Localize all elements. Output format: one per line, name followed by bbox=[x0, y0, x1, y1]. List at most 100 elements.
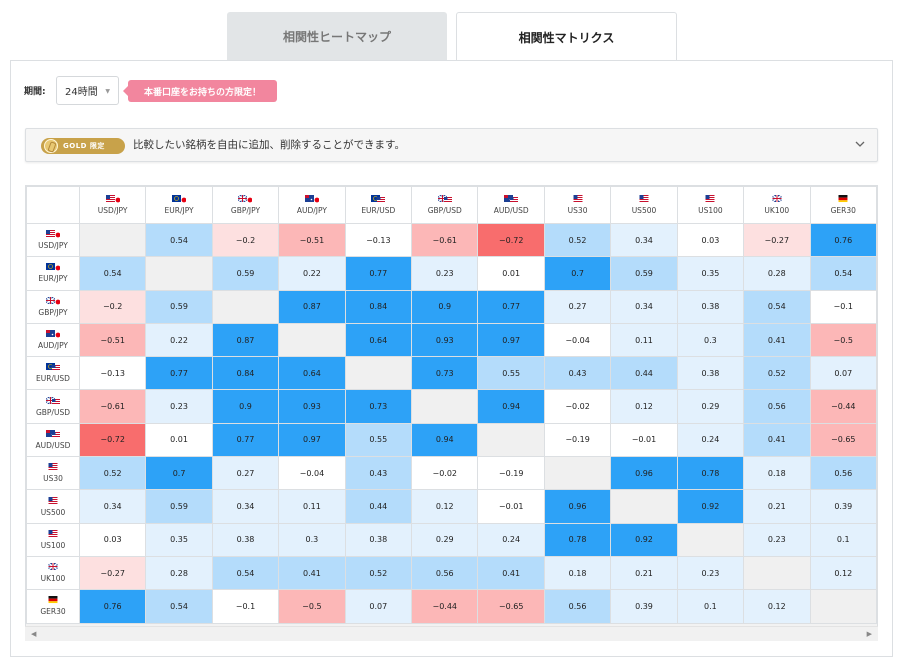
row-header[interactable]: EUR/JPY bbox=[26, 256, 80, 291]
matrix-cell[interactable]: −0.02 bbox=[411, 456, 479, 491]
row-header[interactable]: GBP/JPY bbox=[26, 289, 80, 324]
matrix-cell[interactable]: 0.56 bbox=[411, 555, 479, 591]
matrix-cell[interactable]: −0.65 bbox=[477, 589, 545, 624]
matrix-cell[interactable]: 0.03 bbox=[676, 222, 745, 258]
matrix-cell[interactable]: 0.12 bbox=[411, 489, 479, 524]
matrix-cell[interactable]: 0.76 bbox=[809, 222, 877, 258]
matrix-cell[interactable]: 0.64 bbox=[278, 356, 346, 391]
matrix-cell[interactable]: 0.54 bbox=[145, 222, 213, 258]
row-header[interactable]: EUR/USD bbox=[26, 356, 80, 391]
matrix-cell[interactable]: −0.04 bbox=[278, 456, 346, 491]
matrix-cell-diagonal[interactable] bbox=[610, 489, 678, 524]
matrix-cell[interactable]: 0.28 bbox=[743, 256, 811, 291]
matrix-cell[interactable]: 0.35 bbox=[145, 522, 213, 557]
matrix-cell[interactable]: 0.93 bbox=[411, 322, 479, 358]
matrix-cell[interactable]: 0.21 bbox=[743, 489, 811, 524]
row-header[interactable]: USD/JPY bbox=[26, 222, 80, 258]
matrix-cell[interactable]: −0.2 bbox=[78, 289, 147, 324]
matrix-cell[interactable]: 0.21 bbox=[610, 555, 678, 591]
column-header[interactable]: GBP/USD bbox=[411, 186, 479, 224]
row-header[interactable]: AUD/JPY bbox=[26, 322, 80, 358]
matrix-cell-diagonal[interactable] bbox=[278, 322, 346, 358]
matrix-cell[interactable]: 0.12 bbox=[743, 589, 811, 624]
matrix-cell[interactable]: 0.23 bbox=[676, 555, 745, 591]
matrix-cell[interactable]: −0.2 bbox=[211, 222, 280, 258]
matrix-cell[interactable]: −0.1 bbox=[211, 589, 280, 624]
matrix-cell[interactable]: −0.04 bbox=[543, 322, 612, 358]
gold-feature-bar[interactable]: GOLD 限定 比較したい銘柄を自由に追加、削除することができます。 bbox=[25, 128, 878, 162]
matrix-cell[interactable]: 0.38 bbox=[211, 522, 280, 557]
matrix-cell[interactable]: 0.34 bbox=[610, 289, 678, 324]
matrix-cell[interactable]: −0.1 bbox=[809, 289, 877, 324]
matrix-cell[interactable]: 0.52 bbox=[78, 456, 147, 491]
matrix-cell[interactable]: 0.07 bbox=[809, 356, 877, 391]
matrix-cell[interactable]: 0.59 bbox=[610, 256, 678, 291]
matrix-cell[interactable]: 0.34 bbox=[610, 222, 678, 258]
row-header[interactable]: US30 bbox=[26, 456, 80, 491]
matrix-cell[interactable]: −0.51 bbox=[78, 322, 147, 358]
matrix-cell[interactable]: 0.54 bbox=[145, 589, 213, 624]
row-header[interactable]: AUD/USD bbox=[26, 422, 80, 458]
matrix-cell-diagonal[interactable] bbox=[676, 522, 745, 557]
matrix-cell[interactable]: 0.9 bbox=[211, 389, 280, 424]
matrix-cell[interactable]: 0.55 bbox=[344, 422, 413, 458]
matrix-cell[interactable]: 0.54 bbox=[743, 289, 811, 324]
matrix-cell[interactable]: 0.56 bbox=[543, 589, 612, 624]
column-header[interactable]: US30 bbox=[543, 186, 612, 224]
tab-correlation-matrix[interactable]: 相関性マトリクス bbox=[456, 12, 677, 62]
matrix-cell[interactable]: 0.41 bbox=[278, 555, 346, 591]
matrix-cell[interactable]: 0.77 bbox=[477, 289, 545, 324]
matrix-cell[interactable]: 0.92 bbox=[676, 489, 745, 524]
matrix-cell[interactable]: −0.51 bbox=[278, 222, 346, 258]
matrix-cell[interactable]: −0.27 bbox=[743, 222, 811, 258]
matrix-cell[interactable]: −0.61 bbox=[411, 222, 479, 258]
matrix-cell[interactable]: 0.76 bbox=[78, 589, 147, 624]
matrix-cell[interactable]: 0.28 bbox=[145, 555, 213, 591]
matrix-cell[interactable]: 0.39 bbox=[610, 589, 678, 624]
row-header[interactable]: GER30 bbox=[26, 589, 80, 624]
scroll-right-icon[interactable]: ▶ bbox=[866, 630, 872, 638]
column-header[interactable]: USD/JPY bbox=[78, 186, 147, 224]
matrix-cell[interactable]: −0.19 bbox=[477, 456, 545, 491]
column-header[interactable]: US500 bbox=[610, 186, 678, 224]
matrix-cell[interactable]: 0.23 bbox=[743, 522, 811, 557]
matrix-cell[interactable]: 0.39 bbox=[809, 489, 877, 524]
matrix-cell[interactable]: 0.93 bbox=[278, 389, 346, 424]
matrix-cell[interactable]: 0.52 bbox=[743, 356, 811, 391]
matrix-cell-diagonal[interactable] bbox=[809, 589, 877, 624]
matrix-cell[interactable]: 0.18 bbox=[743, 456, 811, 491]
matrix-cell[interactable]: −0.13 bbox=[78, 356, 147, 391]
matrix-cell[interactable]: 0.64 bbox=[344, 322, 413, 358]
matrix-cell[interactable]: 0.43 bbox=[344, 456, 413, 491]
scroll-left-icon[interactable]: ◀ bbox=[31, 630, 37, 638]
matrix-cell[interactable]: 0.77 bbox=[344, 256, 413, 291]
matrix-cell[interactable]: −0.19 bbox=[543, 422, 612, 458]
matrix-cell[interactable]: 0.94 bbox=[411, 422, 479, 458]
matrix-cell[interactable]: 0.7 bbox=[145, 456, 213, 491]
row-header[interactable]: GBP/USD bbox=[26, 389, 80, 424]
matrix-cell[interactable]: 0.77 bbox=[211, 422, 280, 458]
matrix-cell[interactable]: 0.54 bbox=[78, 256, 147, 291]
matrix-cell[interactable]: 0.77 bbox=[145, 356, 213, 391]
column-header[interactable]: AUD/JPY bbox=[278, 186, 346, 224]
row-header[interactable]: US500 bbox=[26, 489, 80, 524]
matrix-cell[interactable]: 0.97 bbox=[278, 422, 346, 458]
matrix-cell-diagonal[interactable] bbox=[78, 222, 147, 258]
matrix-cell[interactable]: 0.52 bbox=[543, 222, 612, 258]
chevron-down-icon[interactable] bbox=[855, 139, 865, 149]
matrix-cell[interactable]: 0.03 bbox=[78, 522, 147, 557]
matrix-cell[interactable]: 0.34 bbox=[211, 489, 280, 524]
matrix-cell[interactable]: −0.44 bbox=[809, 389, 877, 424]
matrix-cell[interactable]: 0.44 bbox=[610, 356, 678, 391]
matrix-cell[interactable]: 0.1 bbox=[809, 522, 877, 557]
matrix-cell[interactable]: 0.01 bbox=[145, 422, 213, 458]
matrix-cell-diagonal[interactable] bbox=[743, 555, 811, 591]
matrix-cell[interactable]: 0.22 bbox=[145, 322, 213, 358]
matrix-cell[interactable]: 0.41 bbox=[477, 555, 545, 591]
matrix-cell[interactable]: 0.35 bbox=[676, 256, 745, 291]
matrix-cell[interactable]: 0.96 bbox=[610, 456, 678, 491]
matrix-cell[interactable]: 0.11 bbox=[610, 322, 678, 358]
matrix-cell[interactable]: 0.27 bbox=[543, 289, 612, 324]
matrix-cell[interactable]: −0.27 bbox=[78, 555, 147, 591]
matrix-cell[interactable]: 0.78 bbox=[676, 456, 745, 491]
